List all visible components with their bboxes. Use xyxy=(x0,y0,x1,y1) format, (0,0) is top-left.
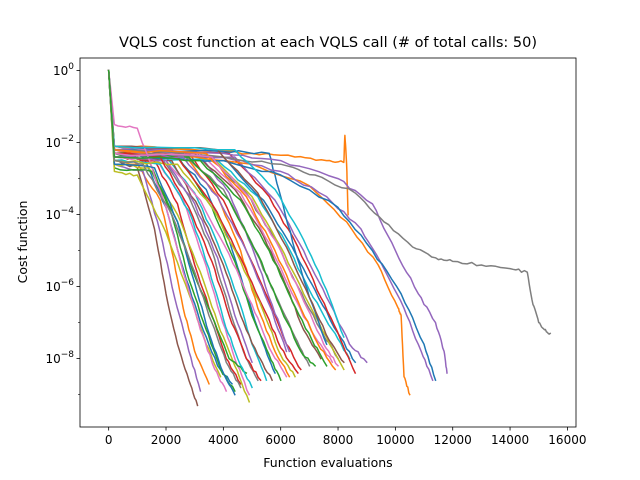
x-tick-label: 8000 xyxy=(323,433,354,447)
chart-title: VQLS cost function at each VQLS call (# … xyxy=(119,35,537,51)
series-line xyxy=(107,69,253,389)
y-tick-label: 100 xyxy=(53,62,74,78)
series-line xyxy=(107,69,328,367)
x-tick-label: 4000 xyxy=(208,433,239,447)
series-line xyxy=(107,69,228,392)
y-axis-label: Cost function xyxy=(15,201,30,284)
x-tick-label: 14000 xyxy=(491,433,529,447)
y-tick-label: 10−2 xyxy=(45,134,74,150)
x-tick-label: 6000 xyxy=(265,433,296,447)
x-tick-label: 10000 xyxy=(376,433,414,447)
x-tick-label: 2000 xyxy=(151,433,182,447)
y-axis: 100 10−2 10−4 10−6 10−8 xyxy=(45,62,80,395)
series-line xyxy=(107,69,251,396)
series-line xyxy=(107,69,236,396)
x-axis-label: Function evaluations xyxy=(263,455,392,470)
series-line xyxy=(107,69,337,371)
x-tick-label: 0 xyxy=(105,433,113,447)
series-line xyxy=(107,69,345,364)
x-tick-label: 12000 xyxy=(434,433,472,447)
series-line xyxy=(107,69,340,367)
series-layer xyxy=(107,69,552,407)
y-tick-label: 10−8 xyxy=(45,350,74,366)
y-tick-label: 10−6 xyxy=(45,278,74,294)
x-axis: 0 2000 4000 6000 8000 10000 12000 14000 16000 xyxy=(105,427,586,447)
series-line xyxy=(107,69,251,403)
series-line xyxy=(107,69,552,335)
x-tick-label: 16000 xyxy=(548,433,586,447)
y-tick-label: 10−4 xyxy=(45,206,74,222)
plot-frame xyxy=(79,57,577,428)
series-line xyxy=(107,69,242,389)
